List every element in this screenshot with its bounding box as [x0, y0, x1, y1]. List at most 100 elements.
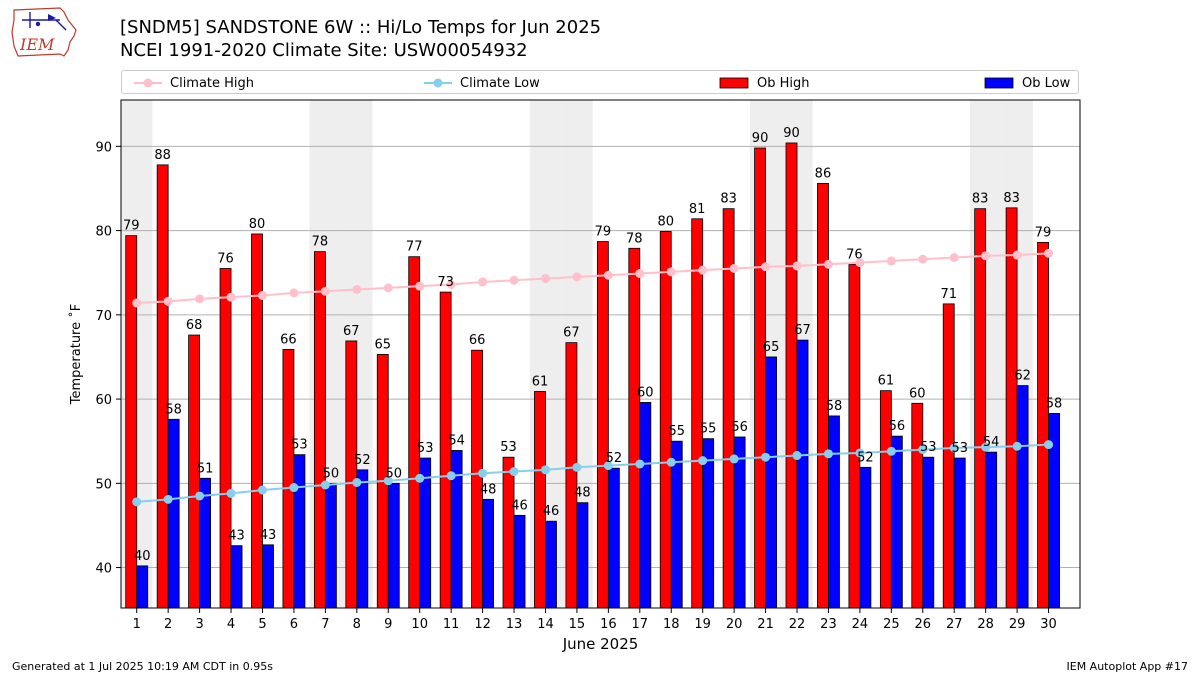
ob-low-data-label: 65	[763, 340, 780, 355]
ob-low-data-label: 52	[354, 453, 371, 468]
x-tick-label: 17	[632, 617, 649, 632]
climate-low-point	[698, 456, 708, 466]
ob-high-data-label: 66	[280, 332, 297, 347]
climate-low-point	[226, 488, 236, 498]
x-tick-label: 29	[1009, 617, 1026, 632]
ob-high-swatch-icon	[719, 77, 749, 89]
x-tick-label: 10	[411, 617, 428, 632]
climate-high-point	[698, 265, 708, 275]
climate-low-point	[886, 446, 896, 456]
ob-high-bar	[974, 208, 987, 609]
y-tick-label: 50	[95, 477, 112, 492]
ob-low-bar	[387, 482, 400, 609]
ob-high-bar	[313, 251, 326, 609]
climate-low-point	[729, 454, 739, 464]
ob-high-data-label: 78	[626, 231, 643, 246]
ob-high-bar	[282, 348, 295, 609]
climate-low-point	[415, 473, 425, 483]
climate-low-point	[509, 467, 519, 477]
climate-low-point	[446, 471, 456, 481]
chart-title: [SNDM5] SANDSTONE 6W :: Hi/Lo Temps for …	[120, 17, 602, 38]
ob-low-bar	[482, 498, 494, 609]
x-tick-label: 11	[443, 617, 460, 632]
ob-low-data-label: 58	[1046, 396, 1063, 411]
climate-high-point	[823, 259, 833, 269]
ob-high-data-label: 67	[343, 324, 360, 339]
ob-high-data-label: 83	[720, 192, 737, 207]
legend-label-climate-high: Climate High	[170, 75, 255, 91]
climate-low-point	[855, 448, 865, 458]
x-tick-label: 22	[789, 617, 806, 632]
climate-low-point	[257, 485, 267, 495]
logo-text: IEM	[19, 35, 55, 54]
ob-low-data-label: 50	[385, 466, 402, 481]
ob-high-bar	[659, 231, 672, 609]
generated-note: Generated at 1 Jul 2025 10:19 AM CDT in …	[12, 660, 273, 673]
climate-low-point	[761, 452, 771, 462]
ob-high-data-label: 81	[689, 202, 706, 217]
climate-high-point	[478, 277, 488, 287]
iem-logo: IEM	[11, 7, 77, 57]
ob-high-bar	[848, 263, 861, 609]
y-tick-label: 60	[95, 393, 112, 408]
climate-low-point	[383, 476, 393, 486]
ob-high-bar	[817, 183, 829, 609]
ob-low-data-label: 58	[826, 399, 843, 414]
ob-high-data-label: 90	[752, 131, 769, 146]
ob-high-bar	[251, 233, 263, 609]
legend-item-climate-high: Climate High	[134, 71, 254, 95]
ob-high-data-label: 53	[500, 440, 517, 455]
ob-high-data-label: 80	[657, 214, 674, 229]
ob-low-bar	[859, 466, 872, 609]
temperature-chart: 4050607080907940885868517643804366537850…	[68, 99, 1081, 653]
climate-high-point	[320, 286, 330, 296]
ob-low-bar	[1016, 385, 1029, 609]
x-tick-label: 14	[537, 617, 554, 632]
climate-low-line	[136, 443, 1049, 503]
x-tick-label: 25	[883, 617, 900, 632]
ob-low-data-label: 56	[731, 420, 748, 435]
ob-high-data-label: 86	[815, 166, 832, 181]
climate-low-point	[949, 443, 959, 453]
ob-low-bar	[262, 544, 274, 609]
ob-high-data-label: 76	[217, 251, 234, 266]
climate-high-point	[446, 279, 456, 289]
ob-low-bar	[953, 457, 966, 609]
ob-high-bar	[534, 391, 546, 609]
ob-high-bar	[502, 456, 515, 609]
climate-high-point	[572, 272, 582, 282]
ob-high-data-label: 68	[186, 318, 203, 333]
ob-high-bar	[628, 247, 641, 609]
climate-low-point	[981, 442, 991, 452]
climate-high-point	[949, 253, 959, 263]
chart-subtitle: NCEI 1991-2020 Climate Site: USW00054932	[120, 40, 528, 61]
climate-low-point	[1012, 441, 1022, 451]
ob-low-bar	[136, 565, 149, 609]
climate-high-point	[226, 292, 236, 302]
x-tick-label: 23	[820, 617, 837, 632]
ob-low-data-label: 53	[951, 441, 968, 456]
ob-high-data-label: 71	[940, 287, 957, 302]
legend-label-ob-low: Ob Low	[1022, 75, 1071, 91]
ob-low-data-label: 43	[228, 529, 245, 544]
climate-high-point	[761, 262, 771, 272]
x-tick-label: 20	[726, 617, 743, 632]
ob-low-bar	[796, 339, 809, 609]
climate-high-point	[352, 285, 362, 295]
climate-high-point	[415, 281, 425, 291]
ob-high-data-label: 66	[469, 333, 486, 348]
x-tick-label: 18	[663, 617, 680, 632]
ob-low-data-label: 55	[668, 424, 685, 439]
ob-low-data-label: 54	[448, 433, 465, 448]
ob-high-bar	[1037, 241, 1049, 609]
x-tick-label: 9	[384, 617, 392, 632]
ob-low-data-label: 48	[574, 486, 591, 501]
x-tick-label: 3	[195, 617, 203, 632]
ob-high-bar	[471, 349, 483, 609]
ob-low-data-label: 48	[480, 482, 497, 497]
climate-low-point	[163, 494, 173, 504]
y-tick-label: 70	[95, 309, 112, 324]
ob-low-bar	[324, 482, 337, 609]
ob-high-data-label: 80	[249, 217, 266, 232]
ob-low-data-label: 56	[889, 419, 906, 434]
